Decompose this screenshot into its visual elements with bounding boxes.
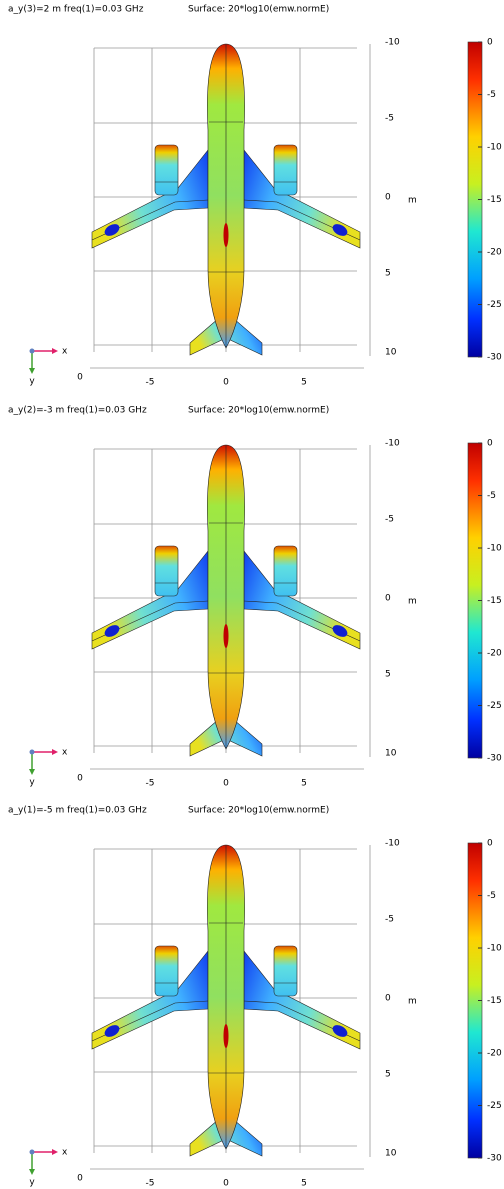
axis-label: x xyxy=(62,1148,68,1158)
panel: a_y(2)=-3 m freq(1)=0.03 GHz Surface: 20*… xyxy=(8,406,502,789)
tick-label: -5 xyxy=(146,1179,155,1189)
tick-label: 5 xyxy=(385,1070,391,1080)
colorbar-label: -5 xyxy=(487,891,496,901)
tick-label: 0 xyxy=(223,378,229,388)
panel-title: a_y(2)=-3 m freq(1)=0.03 GHz xyxy=(8,406,147,416)
tick-label: -5 xyxy=(385,515,394,525)
panel: a_y(3)=2 m freq(1)=0.03 GHz Surface: 20*l… xyxy=(8,5,502,388)
unit-label: m xyxy=(408,597,417,607)
tick-label: -5 xyxy=(385,114,394,124)
colorbar-label: -25 xyxy=(487,1101,502,1111)
colorbar-label: -15 xyxy=(487,596,502,606)
colorbar-label: 0 xyxy=(487,839,493,849)
tick-label: 0 xyxy=(223,779,229,789)
axis-label: y xyxy=(29,778,35,788)
corner-label: 0 xyxy=(77,774,83,784)
colorbar-label: -25 xyxy=(487,701,502,711)
colorbar-label: -20 xyxy=(487,1049,502,1059)
colorbar-label: -30 xyxy=(487,754,502,764)
tick-label: 5 xyxy=(301,1179,307,1189)
tick-label: 10 xyxy=(385,1149,397,1159)
corner-label: 0 xyxy=(77,373,83,383)
axis-label: x xyxy=(62,347,68,357)
tick-label: -10 xyxy=(385,839,400,849)
colorbar-label: -5 xyxy=(487,90,496,100)
colorbar-label: 0 xyxy=(487,439,493,449)
arrow-head xyxy=(52,749,58,755)
tick-label: 5 xyxy=(301,779,307,789)
colorbar-label: -20 xyxy=(487,248,502,258)
colorbar-label: -25 xyxy=(487,300,502,310)
colorbar-label: -10 xyxy=(487,944,502,954)
tick-label: 10 xyxy=(385,749,397,759)
expression: Surface: 20*log10(emw.normE) xyxy=(188,806,329,816)
panel: a_y(1)=-5 m freq(1)=0.03 GHz Surface: 20*… xyxy=(8,806,502,1189)
panel-title: a_y(3)=2 m freq(1)=0.03 GHz xyxy=(8,5,144,15)
tick-label: 10 xyxy=(385,348,397,358)
colorbar-label: -30 xyxy=(487,353,502,363)
unit-label: m xyxy=(408,196,417,206)
colorbar-label: -20 xyxy=(487,649,502,659)
arrow-head xyxy=(29,368,35,374)
tick-label: 5 xyxy=(385,670,391,680)
unit-label: m xyxy=(408,997,417,1007)
tick-label: 0 xyxy=(385,594,391,604)
origin xyxy=(29,1149,35,1155)
colorbar-label: -5 xyxy=(487,491,496,501)
airplane xyxy=(92,845,360,1156)
tick-label: -5 xyxy=(385,915,394,925)
tick-label: -5 xyxy=(146,779,155,789)
origin xyxy=(29,348,35,354)
arrow-head xyxy=(52,1149,58,1155)
tick-label: -5 xyxy=(146,378,155,388)
tick-label: -10 xyxy=(385,439,400,449)
axis-label: y xyxy=(29,1178,35,1188)
origin xyxy=(29,749,35,755)
colorbar-label: -15 xyxy=(487,195,502,205)
tick-label: -10 xyxy=(385,38,400,48)
tick-label: 0 xyxy=(385,193,391,203)
expression: Surface: 20*log10(emw.normE) xyxy=(188,5,329,15)
arrow-head xyxy=(29,1169,35,1175)
arrow-head xyxy=(29,769,35,775)
colorbar-label: -15 xyxy=(487,996,502,1006)
colorbar-label: -10 xyxy=(487,143,502,153)
tick-label: 5 xyxy=(301,378,307,388)
colorbar-label: 0 xyxy=(487,38,493,48)
tick-label: 0 xyxy=(385,994,391,1004)
axis-label: y xyxy=(29,377,35,387)
colorbar-label: -30 xyxy=(487,1154,502,1164)
expression: Surface: 20*log10(emw.normE) xyxy=(188,406,329,416)
arrow-head xyxy=(52,348,58,354)
axis-label: x xyxy=(62,748,68,758)
corner-label: 0 xyxy=(77,1174,83,1184)
colorbar-label: -10 xyxy=(487,544,502,554)
airplane xyxy=(92,445,360,756)
tick-label: 5 xyxy=(385,269,391,279)
tick-label: 0 xyxy=(223,1179,229,1189)
panel-title: a_y(1)=-5 m freq(1)=0.03 GHz xyxy=(8,806,147,816)
airplane xyxy=(92,44,360,355)
